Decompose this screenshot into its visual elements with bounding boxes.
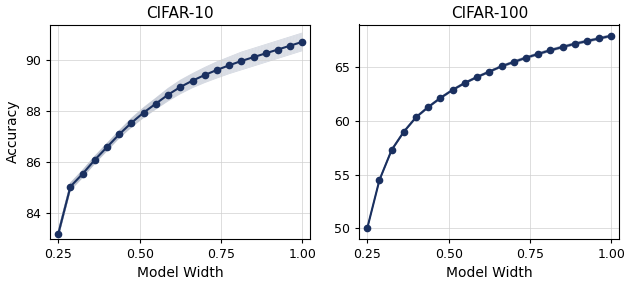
X-axis label: Model Width: Model Width — [446, 267, 533, 281]
X-axis label: Model Width: Model Width — [137, 267, 224, 281]
Title: CIFAR-10: CIFAR-10 — [147, 5, 214, 21]
Title: CIFAR-100: CIFAR-100 — [451, 5, 528, 21]
Y-axis label: Accuracy: Accuracy — [6, 100, 20, 163]
